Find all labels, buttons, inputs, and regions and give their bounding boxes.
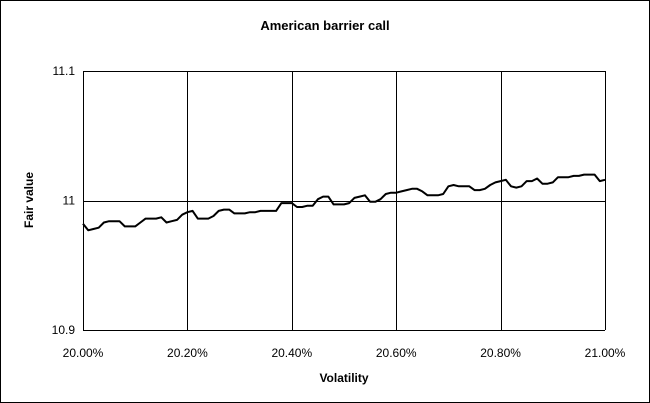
x-tick-label: 20.00% — [63, 346, 104, 360]
y-tick-label: 10.9 — [52, 323, 76, 337]
y-tick-label: 11 — [63, 194, 76, 208]
x-tick-label: 20.20% — [167, 346, 208, 360]
y-axis-title: Fair value — [22, 172, 36, 228]
y-tick-labels: 10.9 11 11.1 — [52, 64, 76, 337]
gridlines — [83, 71, 606, 331]
series-line — [82, 173, 606, 232]
x-tick-label: 21.00% — [585, 346, 626, 360]
x-tick-label: 20.60% — [376, 346, 417, 360]
x-tick-labels: 20.00% 20.20% 20.40% 20.60% 20.80% 21.00% — [63, 346, 626, 360]
x-tick-label: 20.40% — [271, 346, 312, 360]
x-axis-title: Volatility — [319, 371, 368, 385]
chart-title: American barrier call — [260, 18, 389, 33]
y-tick-label: 11.1 — [53, 64, 76, 78]
x-tick-label: 20.80% — [480, 346, 521, 360]
plot-area — [83, 71, 605, 330]
